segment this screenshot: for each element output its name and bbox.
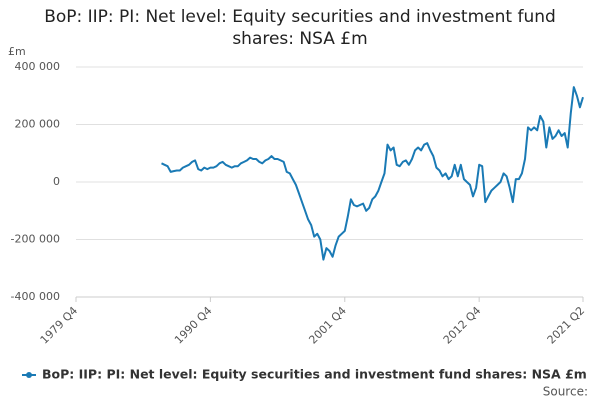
x-tick-label: 2001 Q4 (306, 304, 349, 347)
x-tick-label: 2012 Q4 (441, 304, 484, 347)
x-tick-label: 1990 Q4 (172, 304, 215, 347)
y-tick-label: 400 000 (15, 60, 61, 73)
legend-marker (26, 372, 32, 378)
y-tick-label: -200 000 (11, 233, 60, 246)
y-tick-label: -400 000 (11, 290, 60, 303)
source: Source: (543, 385, 588, 399)
x-tick-label: 2021 Q2 (545, 304, 588, 347)
chart-title: BoP: IIP: PI: Net level: Equity securiti… (44, 7, 556, 49)
legend-label: BoP: IIP: PI: Net level: Equity securiti… (42, 367, 587, 382)
y-axis-unit: £m (8, 45, 26, 58)
y-tick-label: 0 (53, 175, 60, 188)
series-line (161, 86, 584, 261)
x-tick-label: 1979 Q4 (38, 304, 81, 347)
y-tick-label: 200 000 (15, 118, 61, 131)
